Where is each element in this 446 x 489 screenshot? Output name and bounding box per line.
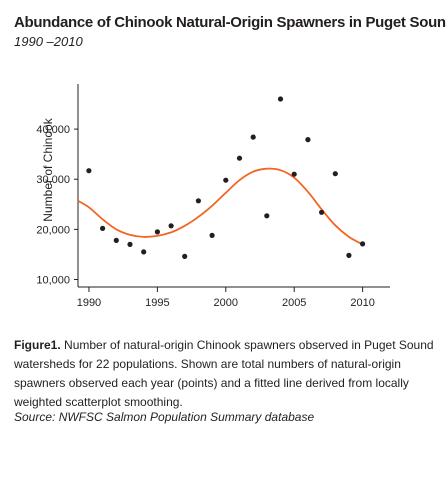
source-note: Source: NWFSC Salmon Population Summary …: [14, 410, 315, 424]
figure-caption: Figure1. Number of natural-origin Chinoo…: [14, 336, 434, 412]
data-point: [154, 229, 160, 235]
data-point: [223, 177, 229, 183]
data-point: [168, 223, 174, 229]
y-ticks: 10,000 20,000 30,000 40,000: [36, 124, 78, 286]
data-point: [195, 198, 201, 204]
x-ticks: 1990 1995 2000 2005 2010: [77, 287, 375, 309]
data-point: [100, 225, 106, 231]
y-tick-label: 20,000: [36, 224, 70, 236]
data-point: [209, 232, 215, 238]
data-point: [113, 237, 119, 243]
data-point: [277, 96, 284, 102]
x-tick-label: 2005: [282, 297, 306, 309]
x-tick-label: 2010: [350, 297, 374, 309]
y-tick-label: 40,000: [36, 124, 70, 136]
data-point: [360, 241, 366, 247]
data-point: [236, 155, 243, 161]
data-points: [86, 96, 366, 259]
scatter-plot: Number of Chinook 10,000 20,000 30,000 40,0…: [36, 84, 390, 309]
fitted-smooth-line: [77, 167, 364, 246]
x-tick-label: 1990: [77, 297, 101, 309]
data-point: [332, 171, 338, 177]
x-tick-label: 2000: [214, 297, 238, 309]
chart-title: Abundance of Chinook Natural-Origin Spaw…: [14, 14, 446, 31]
caption-label: Figure1.: [14, 338, 61, 352]
chart-subtitle: 1990 –2010: [14, 34, 83, 49]
y-axis-title-group: Number of Chinook: [41, 117, 55, 221]
caption-text: Number of natural-origin Chinook spawner…: [14, 338, 434, 409]
data-point: [346, 252, 352, 258]
data-point: [86, 168, 92, 174]
data-point: [291, 171, 297, 177]
data-point: [182, 253, 188, 259]
data-point: [305, 137, 311, 143]
data-point: [264, 213, 270, 219]
y-tick-label: 10,000: [36, 274, 70, 286]
y-tick-label: 30,000: [36, 174, 70, 186]
x-tick-label: 1995: [145, 297, 169, 309]
data-point: [141, 249, 147, 255]
y-axis-title: Number of Chinook: [41, 117, 55, 221]
data-point: [319, 209, 325, 215]
data-point: [250, 134, 256, 140]
data-point: [127, 241, 133, 247]
